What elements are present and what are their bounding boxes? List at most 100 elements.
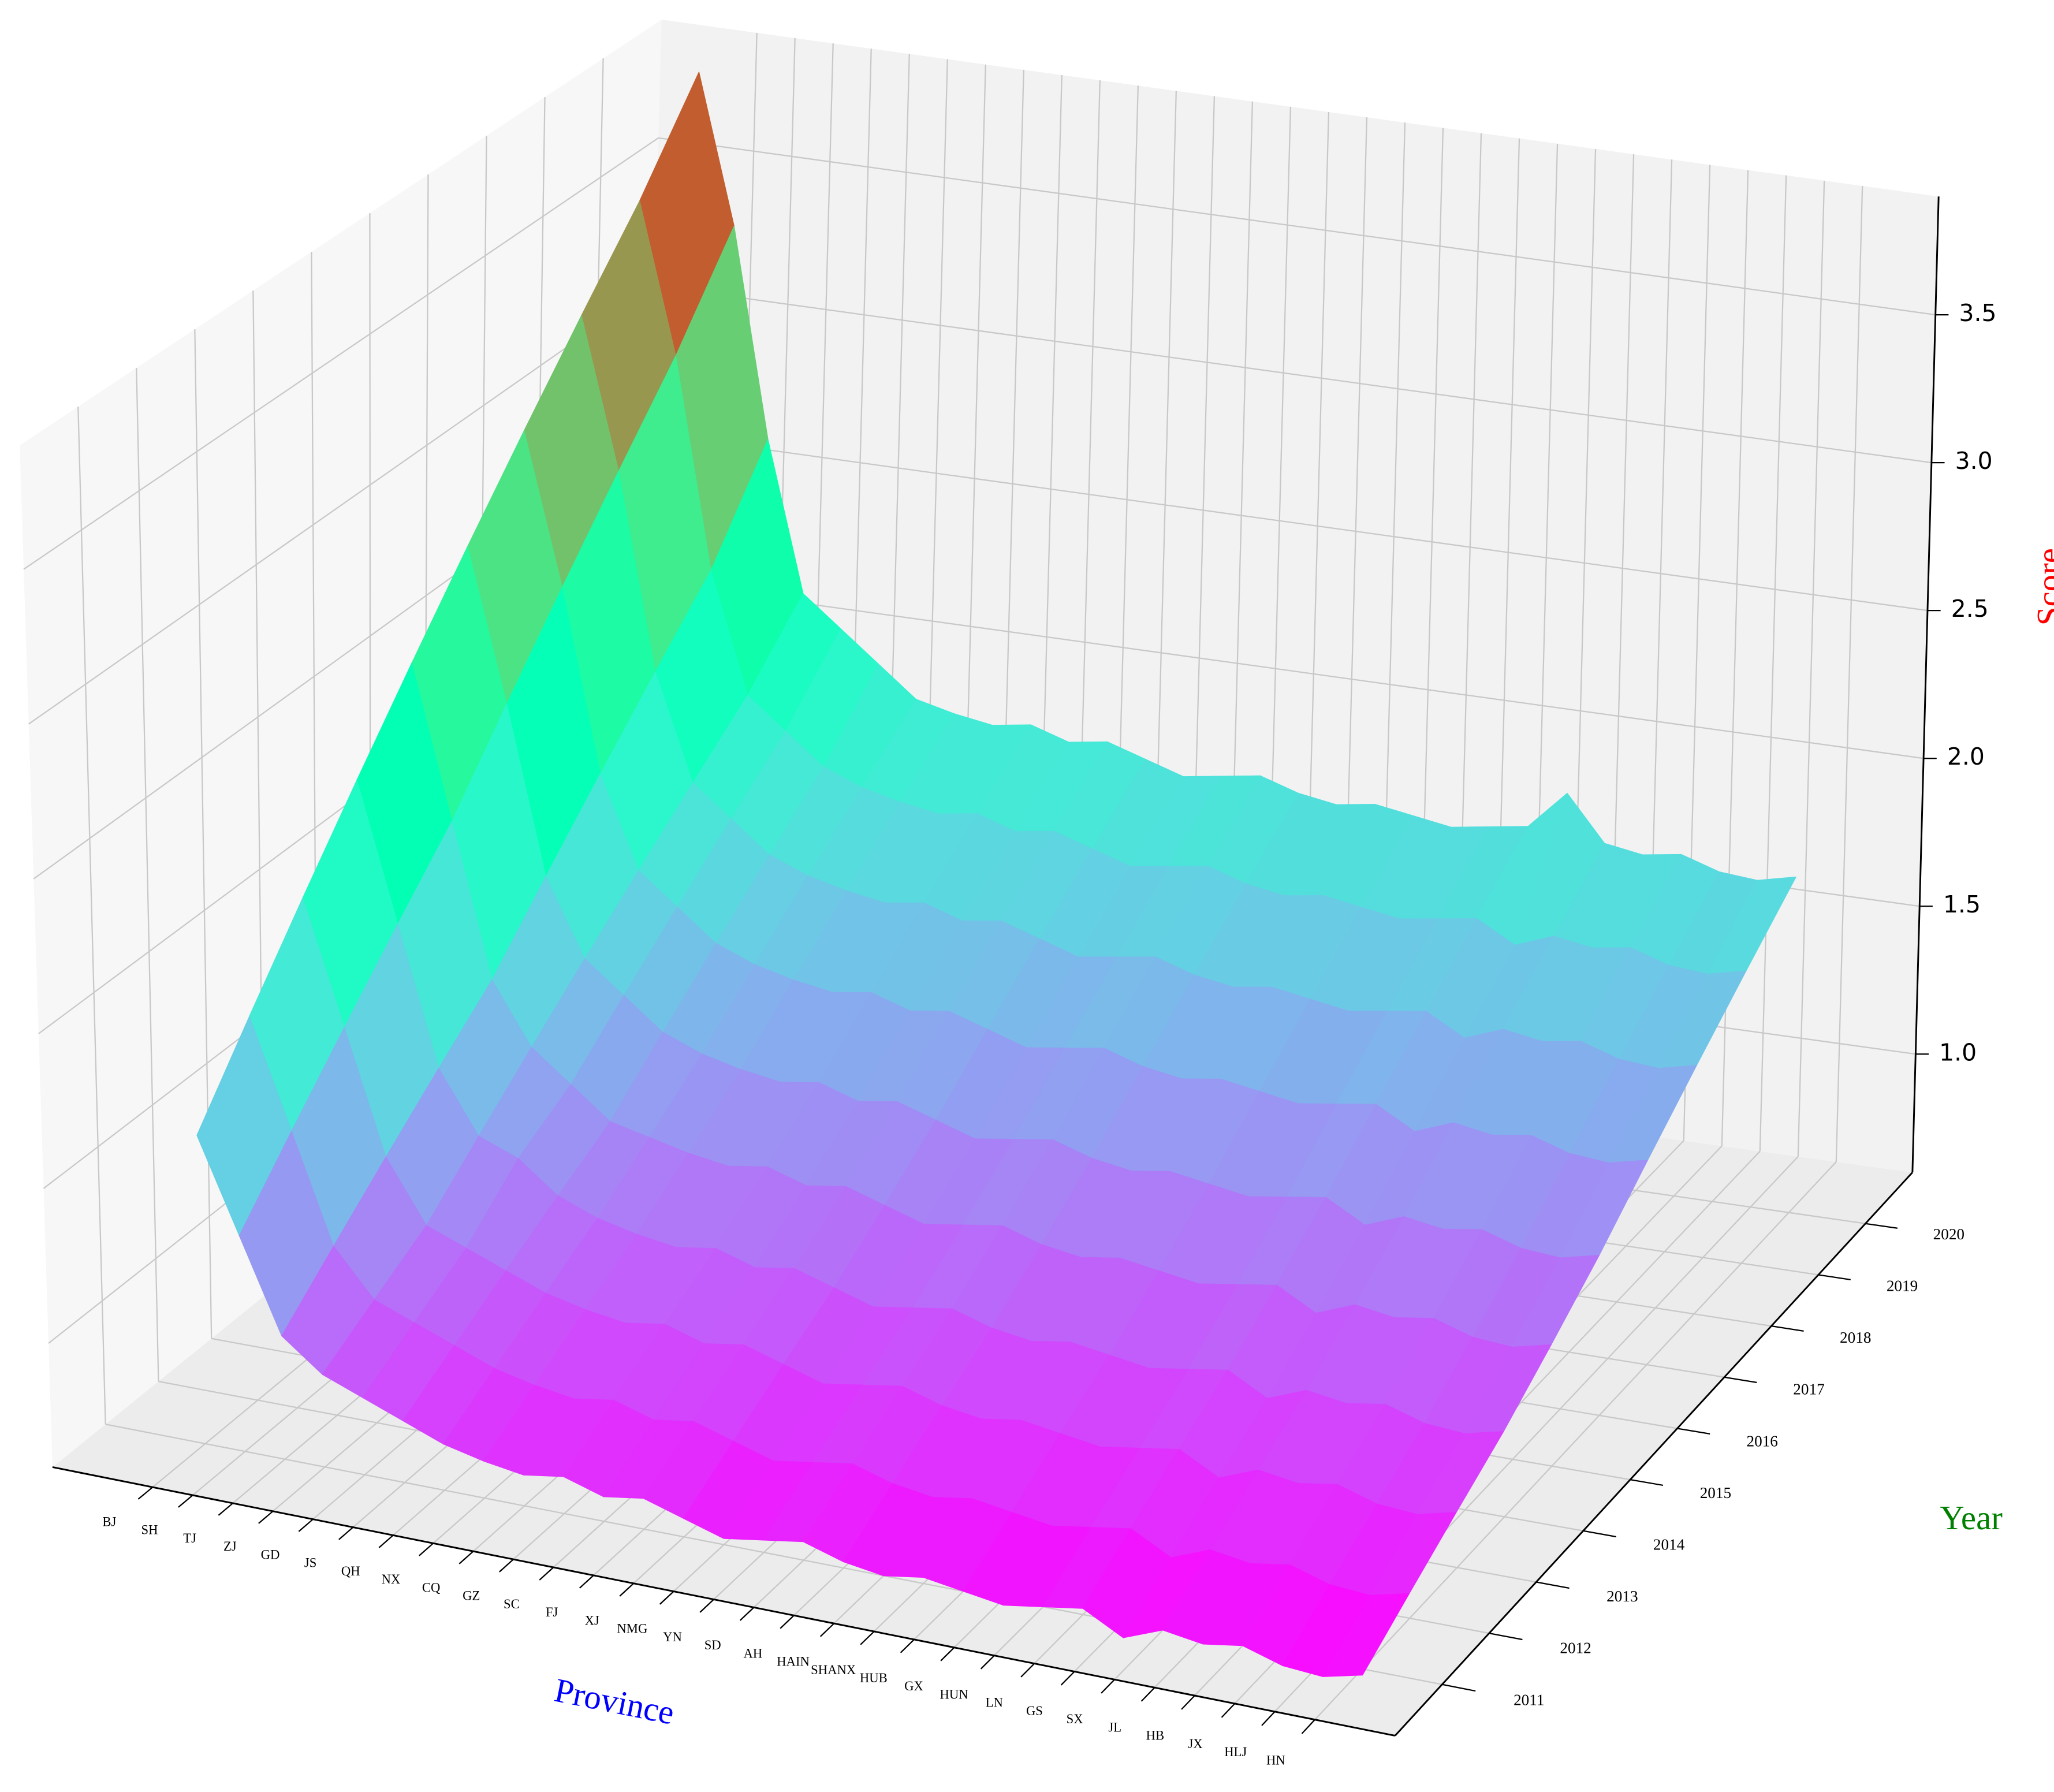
x-tick — [419, 1543, 434, 1556]
y-tick-label: 2014 — [1653, 1536, 1685, 1553]
x-tick-label: HUN — [940, 1687, 968, 1701]
x-tick-label: GX — [904, 1679, 923, 1693]
y-tick — [1536, 1581, 1570, 1589]
x-tick-label: SD — [704, 1638, 721, 1652]
x-tick — [819, 1623, 835, 1637]
y-tick — [1818, 1274, 1851, 1280]
x-tick — [1060, 1671, 1075, 1686]
x-tick — [258, 1510, 274, 1524]
x-tick-label: GS — [1026, 1704, 1043, 1718]
x-tick-label: GZ — [463, 1589, 480, 1603]
y-tick-label: 2015 — [1700, 1484, 1731, 1502]
x-tick — [1181, 1695, 1195, 1710]
y-tick-label: 2018 — [1840, 1329, 1871, 1346]
y-tick-label: 2019 — [1887, 1277, 1918, 1294]
grid-line — [1797, 180, 1825, 1157]
x-tick-label: JS — [304, 1556, 316, 1570]
x-tick-label: GD — [261, 1547, 280, 1562]
grid-line — [194, 329, 213, 1339]
x-tick — [739, 1607, 755, 1621]
x-tick-label: NX — [382, 1572, 401, 1586]
y-axis-line — [1394, 1172, 1913, 1737]
x-tick — [659, 1590, 674, 1605]
y-tick — [1724, 1376, 1757, 1384]
y-tick — [1583, 1530, 1616, 1538]
z-tick-label: 2.0 — [1947, 743, 1985, 770]
z-tick-label: 3.0 — [1955, 447, 1993, 475]
x-tick — [378, 1534, 394, 1548]
x-tick — [699, 1599, 714, 1613]
x-tick — [579, 1575, 594, 1589]
y-tick-label: 2011 — [1514, 1691, 1544, 1708]
x-tick-label: HN — [1266, 1753, 1285, 1767]
grid-line — [654, 285, 1932, 464]
x-tick-label: TJ — [183, 1531, 196, 1545]
x-tick-label: FJ — [546, 1605, 558, 1619]
x-tick — [1261, 1711, 1276, 1726]
y-axis-label: Year — [1940, 1499, 2003, 1537]
x-tick-label: SC — [504, 1597, 520, 1611]
x-tick — [499, 1559, 514, 1573]
x-tick-label: YN — [663, 1630, 682, 1644]
x-tick — [1140, 1687, 1155, 1702]
y-tick — [1489, 1633, 1523, 1641]
x-tick — [619, 1582, 635, 1597]
x-tick — [1301, 1719, 1315, 1734]
x-tick — [338, 1526, 354, 1540]
x-tick — [298, 1518, 314, 1532]
x-tick — [900, 1639, 915, 1653]
y-tick — [1442, 1683, 1476, 1692]
x-tick-label: SX — [1067, 1712, 1083, 1726]
x-axis-label: Province — [551, 1671, 677, 1732]
x-tick — [1020, 1663, 1035, 1678]
z-tick-label: 1.0 — [1939, 1038, 1977, 1066]
y-tick-label: 2020 — [1933, 1225, 1964, 1243]
grid-line — [1759, 175, 1787, 1152]
x-tick-label: NMG — [617, 1622, 647, 1636]
grid-line — [658, 137, 1936, 316]
x-tick-label: BJ — [102, 1515, 116, 1529]
x-tick — [539, 1567, 554, 1581]
y-tick — [1865, 1223, 1898, 1229]
x-tick-label: SH — [141, 1523, 158, 1537]
x-tick — [980, 1655, 995, 1670]
z-tick-label: 1.5 — [1943, 891, 1981, 918]
x-tick-label: LN — [986, 1696, 1003, 1710]
x-tick-label: HLJ — [1224, 1745, 1247, 1759]
y-tick — [1677, 1428, 1710, 1435]
z-tick-label: 3.5 — [1959, 299, 1997, 327]
x-tick-label: AH — [743, 1646, 762, 1660]
x-tick-label: HUB — [860, 1671, 888, 1685]
grid-line — [77, 407, 106, 1425]
x-tick-label: HAIN — [777, 1655, 810, 1669]
grid-line — [1835, 185, 1863, 1162]
x-tick — [940, 1646, 955, 1661]
left-pane — [20, 20, 662, 1467]
grid-line — [646, 580, 1924, 759]
x-tick — [1101, 1679, 1115, 1694]
x-tick — [137, 1486, 154, 1500]
z-axis-line — [1911, 196, 1940, 1173]
x-tick-label: CQ — [422, 1580, 441, 1594]
y-tick-label: 2016 — [1746, 1432, 1777, 1450]
y-tick — [1630, 1479, 1664, 1486]
grid-line — [650, 433, 1928, 612]
grid-line — [136, 368, 159, 1382]
x-tick — [218, 1503, 233, 1516]
y-tick-label: 2017 — [1793, 1381, 1824, 1398]
x-tick — [1221, 1703, 1236, 1718]
x-tick-label: JX — [1188, 1737, 1202, 1751]
x-tick-label: XJ — [585, 1613, 599, 1627]
surface-patch — [1322, 1593, 1410, 1677]
grid-line — [28, 285, 655, 725]
x-tick-label: QH — [341, 1564, 360, 1578]
x-tick-label: ZJ — [223, 1539, 237, 1553]
surface — [196, 72, 1796, 1677]
x-tick — [780, 1615, 795, 1629]
x-tick — [458, 1551, 474, 1564]
x-axis-line — [52, 1466, 1396, 1737]
z-axis-label: Score — [2030, 548, 2054, 625]
y-tick-label: 2012 — [1560, 1640, 1591, 1657]
x-tick — [178, 1495, 193, 1508]
